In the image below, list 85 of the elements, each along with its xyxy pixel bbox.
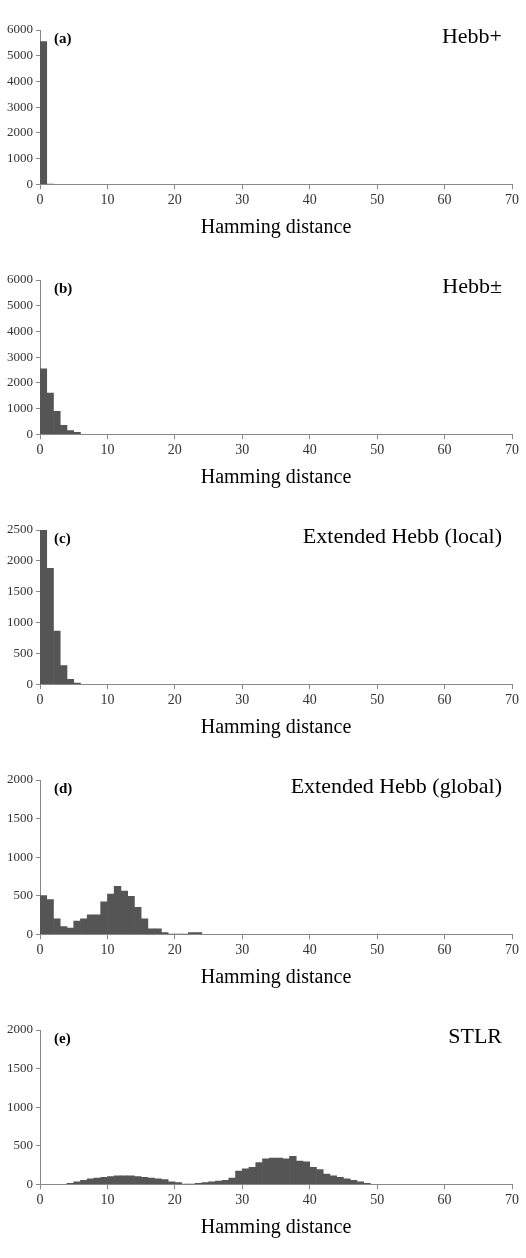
- y-tick-label: 2000: [7, 374, 33, 390]
- y-tick-label: 4000: [7, 72, 33, 88]
- y-tick-label: 1500: [7, 809, 33, 825]
- x-tick-label: 60: [437, 942, 452, 958]
- chart-title: Hebb±: [442, 272, 502, 298]
- x-tick-label: 40: [302, 942, 317, 958]
- y-tick-label: 1000: [7, 613, 33, 629]
- x-tick-label: 10: [100, 942, 115, 958]
- x-tick-label: 50: [370, 942, 385, 958]
- y-tick-label: 4000: [7, 322, 33, 338]
- y-tick-label: 6000: [7, 21, 33, 37]
- x-tick-label: 20: [167, 192, 182, 208]
- x-tick-label: 30: [235, 442, 250, 458]
- annotation: (e): [54, 1030, 71, 1048]
- y-tick-label: 2000: [7, 552, 33, 568]
- x-axis-title: Hamming distance: [200, 715, 352, 739]
- x-tick-label: 20: [167, 942, 182, 958]
- x-tick-label: 0: [36, 1192, 44, 1208]
- x-tick-label: 40: [302, 1192, 317, 1208]
- x-tick-label: 0: [36, 692, 44, 708]
- x-tick-label: 0: [36, 192, 44, 208]
- x-tick-label: 70: [505, 692, 519, 708]
- x-tick-label: 50: [370, 442, 385, 458]
- x-tick-label: 40: [302, 692, 317, 708]
- y-tick-label: 0: [26, 925, 33, 941]
- y-tick-label: 0: [26, 675, 33, 691]
- y-tick-label: 500: [13, 644, 33, 660]
- x-axis-title: Hamming distance: [200, 965, 352, 989]
- x-tick-label: 40: [302, 192, 317, 208]
- y-tick-label: 5000: [7, 47, 33, 63]
- y-tick-label: 1500: [7, 583, 33, 599]
- y-tick-label: 1000: [7, 399, 33, 415]
- x-tick-label: 70: [505, 942, 519, 958]
- x-tick-label: 60: [437, 192, 452, 208]
- x-tick-label: 50: [370, 692, 385, 708]
- y-tick-label: 3000: [7, 98, 33, 114]
- annotation: (d): [54, 780, 73, 798]
- x-tick-label: 30: [235, 1192, 250, 1208]
- x-tick-label: 30: [235, 192, 250, 208]
- x-tick-label: 20: [167, 1192, 182, 1208]
- y-tick-label: 2000: [7, 124, 33, 140]
- y-tick-label: 1000: [7, 848, 33, 864]
- x-tick-label: 20: [167, 692, 182, 708]
- y-tick-label: 2500: [7, 521, 33, 537]
- annotation: (c): [54, 530, 71, 548]
- x-tick-label: 0: [36, 442, 44, 458]
- annotation: (b): [54, 280, 73, 298]
- x-axis-title: Hamming distance: [200, 465, 352, 489]
- y-tick-label: 2000: [7, 1021, 33, 1037]
- x-tick-label: 10: [100, 692, 115, 708]
- annotation: (a): [54, 30, 72, 48]
- chart-title: Extended Hebb (local): [302, 522, 502, 548]
- y-tick-label: 500: [13, 1137, 33, 1153]
- x-tick-label: 50: [370, 1192, 385, 1208]
- chart-title: Extended Hebb (global): [290, 772, 502, 798]
- x-axis-title: Hamming distance: [200, 215, 352, 239]
- x-tick-label: 60: [437, 692, 452, 708]
- chart-title: Hebb+: [441, 22, 502, 48]
- x-tick-label: 10: [100, 192, 115, 208]
- y-tick-label: 6000: [7, 271, 33, 287]
- x-tick-label: 10: [100, 1192, 115, 1208]
- x-tick-label: 60: [437, 1192, 452, 1208]
- y-tick-label: 500: [13, 887, 33, 903]
- x-tick-label: 20: [167, 442, 182, 458]
- x-axis-title: Hamming distance: [200, 1215, 352, 1239]
- y-tick-label: 5000: [7, 297, 33, 313]
- x-tick-label: 60: [437, 442, 452, 458]
- chart-title: STLR: [448, 1022, 503, 1048]
- x-tick-label: 30: [235, 692, 250, 708]
- y-tick-label: 1000: [7, 149, 33, 165]
- y-tick-label: 1000: [7, 1098, 33, 1114]
- x-tick-label: 70: [505, 1192, 519, 1208]
- x-tick-label: 0: [36, 942, 44, 958]
- y-tick-label: 1500: [7, 1059, 33, 1075]
- y-tick-label: 3000: [7, 348, 33, 364]
- y-tick-label: 0: [26, 425, 33, 441]
- x-tick-label: 70: [505, 192, 519, 208]
- x-tick-label: 40: [302, 442, 317, 458]
- x-tick-label: 10: [100, 442, 115, 458]
- y-tick-label: 0: [26, 175, 33, 191]
- y-tick-label: 0: [26, 1175, 33, 1191]
- x-tick-label: 70: [505, 442, 519, 458]
- x-tick-label: 30: [235, 942, 250, 958]
- y-tick-label: 2000: [7, 771, 33, 787]
- x-tick-label: 50: [370, 192, 385, 208]
